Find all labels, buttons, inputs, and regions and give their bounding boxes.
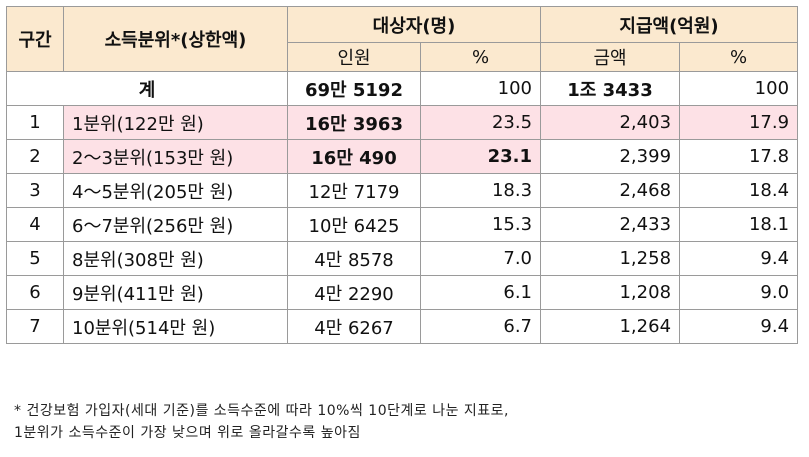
row-gugan: 2 [6,139,64,174]
row-amount: 1,264 [540,309,681,344]
row-amount: 2,399 [540,139,681,174]
table-row: 7 10분위(514만 원) 4만 6267 6.7 1,264 9.4 [6,309,799,344]
row-people-percent: 23.1 [419,139,542,174]
header-income-quantile: 소득분위*(상한액) [63,6,288,72]
total-label: 계 [6,71,288,106]
row-income: 9분위(411만 원) [63,275,288,310]
total-amount-percent: 100 [679,71,799,106]
header-amount-percent: % [679,42,799,72]
row-gugan: 1 [6,105,64,140]
distribution-table: 구간 소득분위*(상한액) 대상자(명) 지급액(억원) 인원 % 금액 % 계… [6,6,799,344]
row-people: 16만 3963 [287,105,421,140]
header-row-main: 구간 소득분위*(상한액) 대상자(명) 지급액(억원) [6,6,799,72]
total-people-percent: 100 [419,71,542,106]
row-gugan: 7 [6,309,64,344]
row-amount-percent: 17.8 [679,139,799,174]
footnote: * 건강보험 가입자(세대 기준)를 소득수준에 따라 10%씩 10단계로 나… [14,400,804,444]
row-people-percent: 6.7 [419,309,542,344]
table-row: 5 8분위(308만 원) 4만 8578 7.0 1,258 9.4 [6,241,799,276]
row-amount: 2,468 [540,173,681,208]
footnote-line-2: 1분위가 소득수준이 가장 낮으며 위로 올라갈수록 높아짐 [14,425,361,441]
row-amount-percent: 18.1 [679,207,799,242]
header-payment-amount: 지급액(억원) [540,6,799,43]
row-people: 4만 6267 [287,309,421,344]
row-income: 4～5분위(205만 원) [63,173,288,208]
table-row: 3 4～5분위(205만 원) 12만 7179 18.3 2,468 18.4 [6,173,799,208]
row-income: 8분위(308만 원) [63,241,288,276]
row-people: 4만 2290 [287,275,421,310]
table-row: 6 9분위(411만 원) 4만 2290 6.1 1,208 9.0 [6,275,799,310]
row-amount: 1,208 [540,275,681,310]
row-people: 16만 490 [287,139,421,174]
footnote-line-1: * 건강보험 가입자(세대 기준)를 소득수준에 따라 10%씩 10단계로 나… [14,403,509,419]
header-amount: 금액 [540,42,681,72]
row-gugan: 5 [6,241,64,276]
row-people-percent: 6.1 [419,275,542,310]
row-amount-percent: 9.0 [679,275,799,310]
total-amount: 1조 3433 [540,71,681,106]
table-row: 1 1분위(122만 원) 16만 3963 23.5 2,403 17.9 [6,105,799,140]
header-target-people: 대상자(명) [286,6,542,43]
row-amount-percent: 17.9 [679,105,799,140]
header-people: 인원 [287,42,421,72]
row-gugan: 4 [6,207,64,242]
row-income: 10분위(514만 원) [63,309,288,344]
header-people-percent: % [419,42,542,72]
table-row: 4 6～7분위(256만 원) 10만 6425 15.3 2,433 18.1 [6,207,799,242]
row-people-percent: 7.0 [419,241,542,276]
row-amount-percent: 9.4 [679,241,799,276]
header-row-sub: 인원 % 금액 % [7,42,799,72]
row-people-percent: 15.3 [419,207,542,242]
total-people: 69만 5192 [287,71,421,106]
header-gugan: 구간 [6,6,64,72]
row-people: 10만 6425 [287,207,421,242]
row-people-percent: 18.3 [419,173,542,208]
row-income: 2～3분위(153만 원) [63,139,288,174]
row-income: 6～7분위(256만 원) [63,207,288,242]
table-row: 2 2～3분위(153만 원) 16만 490 23.1 2,399 17.8 [6,139,799,174]
row-people-percent: 23.5 [419,105,542,140]
row-amount-percent: 18.4 [679,173,799,208]
row-gugan: 6 [6,275,64,310]
row-amount: 2,433 [540,207,681,242]
row-gugan: 3 [6,173,64,208]
row-people: 4만 8578 [287,241,421,276]
total-row: 계 69만 5192 100 1조 3433 100 [6,71,799,106]
row-amount-percent: 9.4 [679,309,799,344]
row-amount: 1,258 [540,241,681,276]
row-people: 12만 7179 [287,173,421,208]
row-income: 1분위(122만 원) [63,105,288,140]
row-amount: 2,403 [540,105,681,140]
